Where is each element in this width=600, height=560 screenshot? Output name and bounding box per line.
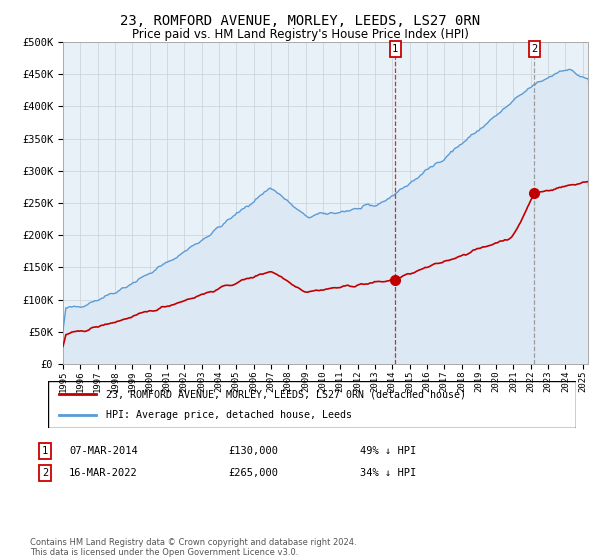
Text: 23, ROMFORD AVENUE, MORLEY, LEEDS, LS27 0RN: 23, ROMFORD AVENUE, MORLEY, LEEDS, LS27 … <box>120 14 480 28</box>
Text: 34% ↓ HPI: 34% ↓ HPI <box>360 468 416 478</box>
Text: Contains HM Land Registry data © Crown copyright and database right 2024.
This d: Contains HM Land Registry data © Crown c… <box>30 538 356 557</box>
Text: £265,000: £265,000 <box>228 468 278 478</box>
Text: 23, ROMFORD AVENUE, MORLEY, LEEDS, LS27 0RN (detached house): 23, ROMFORD AVENUE, MORLEY, LEEDS, LS27 … <box>106 389 466 399</box>
Text: 1: 1 <box>392 44 398 54</box>
Text: £130,000: £130,000 <box>228 446 278 456</box>
Text: 07-MAR-2014: 07-MAR-2014 <box>69 446 138 456</box>
Text: 2: 2 <box>42 468 48 478</box>
Text: HPI: Average price, detached house, Leeds: HPI: Average price, detached house, Leed… <box>106 410 352 420</box>
Text: Price paid vs. HM Land Registry's House Price Index (HPI): Price paid vs. HM Land Registry's House … <box>131 28 469 41</box>
Text: 16-MAR-2022: 16-MAR-2022 <box>69 468 138 478</box>
Text: 2: 2 <box>532 44 538 54</box>
Text: 1: 1 <box>42 446 48 456</box>
Text: 49% ↓ HPI: 49% ↓ HPI <box>360 446 416 456</box>
